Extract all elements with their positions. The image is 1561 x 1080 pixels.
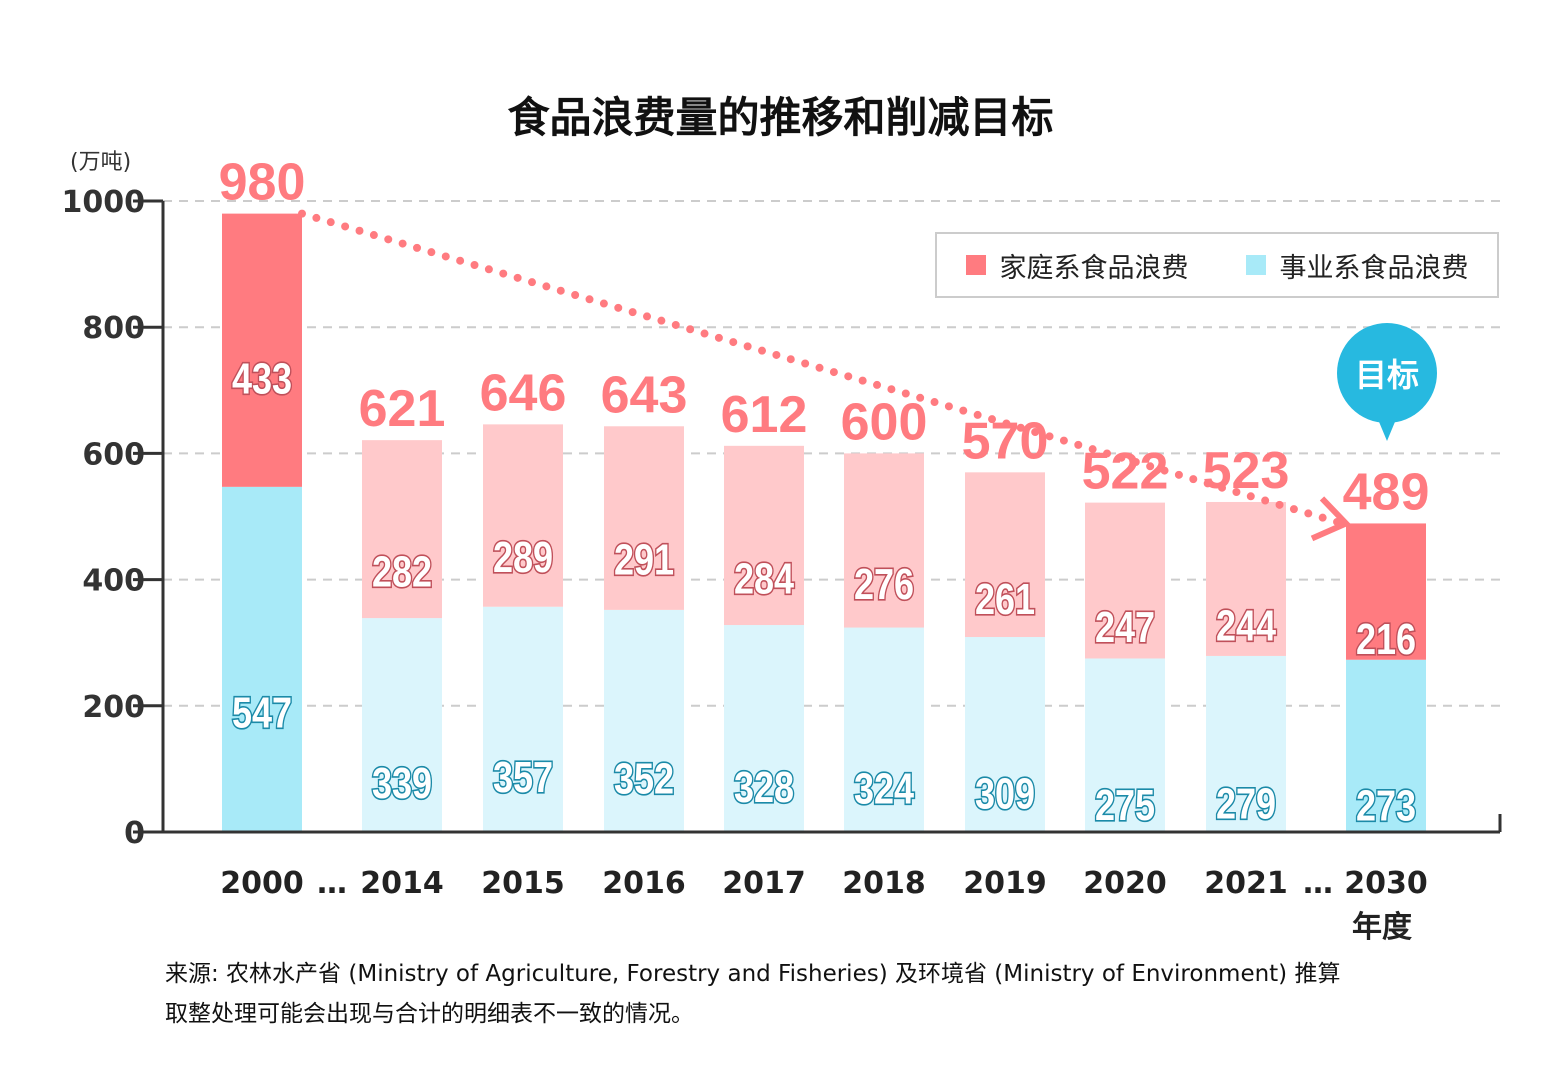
segment-label: 282 <box>372 549 432 597</box>
total-label: 980 <box>219 154 306 212</box>
y-tick-label: 0 <box>124 816 145 851</box>
bar-segment <box>222 486 302 832</box>
legend-item-household: 家庭系食品浪费 <box>965 246 1189 285</box>
bar-segment <box>362 440 442 619</box>
bar-segment <box>483 424 563 607</box>
segment-label: 357 <box>493 754 553 802</box>
segment-label: 273 <box>1356 783 1416 831</box>
bar-segment <box>1346 523 1426 660</box>
bar-segment <box>1346 659 1426 832</box>
x-tick-label: 2030 <box>1344 866 1428 901</box>
y-tick-label: 1000 <box>62 185 146 220</box>
segment-label: 261 <box>975 576 1035 624</box>
segment-label: 216 <box>1356 616 1416 664</box>
segment-label: 328 <box>734 764 794 812</box>
y-tick-label: 600 <box>82 437 145 472</box>
segment-label: 352 <box>614 756 674 804</box>
bar-segment <box>222 213 302 487</box>
y-tick-label: 800 <box>82 311 145 346</box>
segment-label: 547 <box>232 689 292 737</box>
segment-label: 247 <box>1095 604 1155 652</box>
segment-label: 284 <box>734 555 794 603</box>
x-tick-label: 2020 <box>1083 866 1167 901</box>
bar-segment <box>604 609 684 832</box>
bar-segment <box>1206 501 1286 656</box>
bar-segment <box>604 426 684 610</box>
trend-line <box>298 209 1346 528</box>
x-tick-label: 2019 <box>963 866 1047 901</box>
segment-label: 433 <box>232 355 292 403</box>
total-label: 522 <box>1082 443 1169 501</box>
y-axis-unit: (万吨) <box>70 150 132 175</box>
segment-label: 324 <box>854 765 914 813</box>
segment-label: 276 <box>854 561 914 609</box>
segment-label: 309 <box>975 770 1035 818</box>
legend-label: 家庭系食品浪费 <box>999 252 1189 284</box>
total-label: 612 <box>721 386 808 444</box>
bar-segment <box>362 618 442 832</box>
bar-segment <box>1085 502 1165 659</box>
legend-swatch <box>1245 255 1266 275</box>
segment-label: 275 <box>1095 782 1155 830</box>
bar-segment <box>965 472 1045 638</box>
legend-swatch <box>965 255 986 275</box>
x-tick-label: 2016 <box>602 866 686 901</box>
y-tick-label: 400 <box>82 564 145 599</box>
bar-segment <box>844 453 924 628</box>
x-tick-label: 2018 <box>842 866 926 901</box>
total-label: 600 <box>841 393 928 451</box>
total-label: 523 <box>1203 442 1290 500</box>
bar-segment <box>483 606 563 832</box>
x-tick-label: 2014 <box>360 866 444 901</box>
x-tick-label: 2021 <box>1204 866 1288 901</box>
segment-label: 291 <box>614 537 674 585</box>
y-tick-label: 200 <box>82 690 145 725</box>
trend-arrowhead <box>1310 496 1352 542</box>
bar-segment <box>724 445 804 626</box>
legend-label: 事业系食品浪费 <box>1279 252 1469 284</box>
axis-gap-marker: … <box>1303 866 1333 901</box>
legend-item-business: 事业系食品浪费 <box>1245 246 1469 285</box>
bar-segment <box>724 625 804 832</box>
axis-gap-marker: … <box>317 866 347 901</box>
segment-label: 244 <box>1216 602 1276 650</box>
rounding-note: 取整处理可能会出现与合计的明细表不一致的情况。 <box>165 1001 694 1027</box>
total-label: 621 <box>359 380 446 438</box>
total-label: 643 <box>601 366 688 424</box>
segment-label: 279 <box>1216 781 1276 829</box>
target-bubble: 目标 <box>1337 323 1437 441</box>
total-label: 489 <box>1343 463 1430 521</box>
bar-segment <box>1206 655 1286 832</box>
total-label: 646 <box>480 364 567 422</box>
bar-segment <box>1085 658 1165 832</box>
bar-segment <box>965 637 1045 832</box>
legend: 家庭系食品浪费 事业系食品浪费 <box>935 232 1499 298</box>
x-axis-unit: 年度 <box>1352 910 1412 945</box>
x-tick-label: 2017 <box>722 866 806 901</box>
source-note: 来源: 农林水产省 (Ministry of Agriculture, Fore… <box>165 961 1341 987</box>
x-tick-label: 2015 <box>481 866 565 901</box>
chart-title: 食品浪费量的推移和削减目标 <box>507 93 1054 142</box>
bar-segment <box>844 627 924 832</box>
x-tick-label: 2000 <box>220 866 304 901</box>
segment-label: 289 <box>493 534 553 582</box>
segment-label: 339 <box>372 760 432 808</box>
